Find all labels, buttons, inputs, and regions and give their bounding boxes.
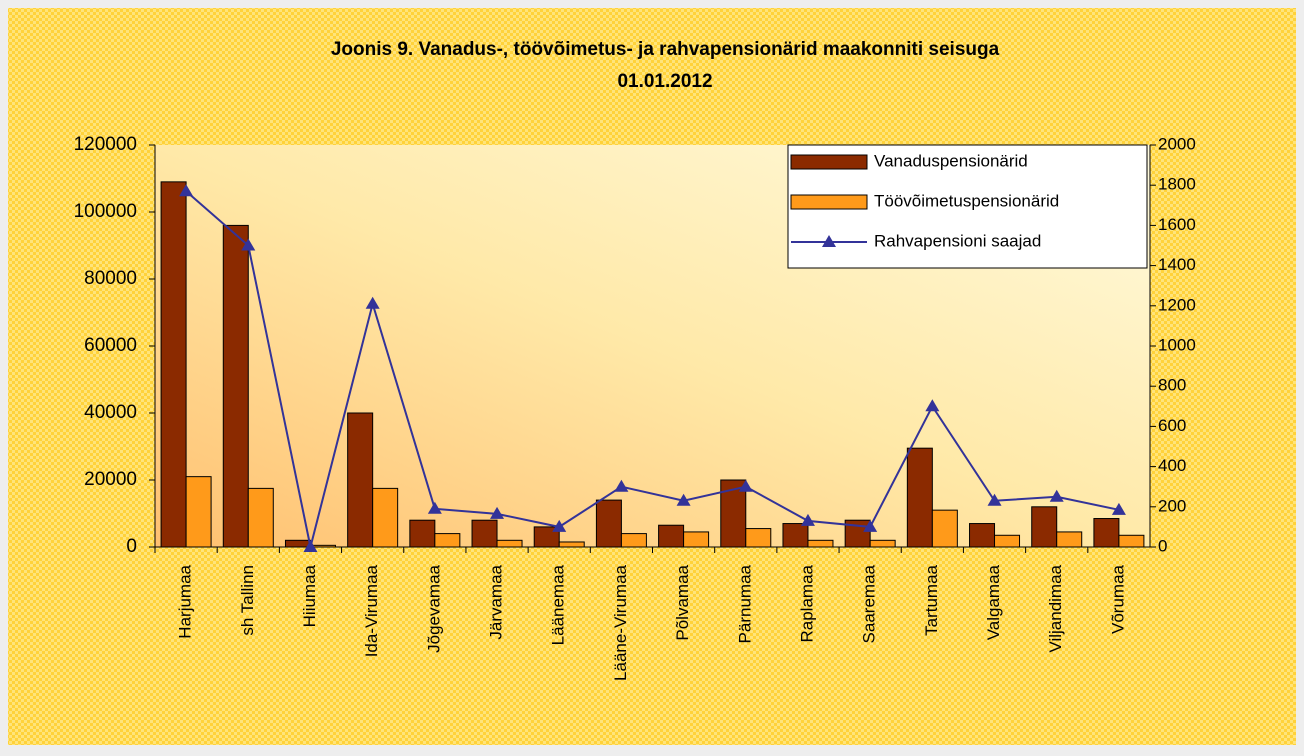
marker	[179, 184, 194, 197]
marker	[863, 519, 878, 532]
y2-tick-label: 1200	[1158, 295, 1196, 314]
bar	[869, 539, 896, 548]
x-tick-label: Saaremaa	[860, 564, 879, 643]
legend-label: Vanaduspensionärid	[874, 151, 1028, 170]
y2-tick-label: 600	[1158, 416, 1186, 435]
legend-label: Rahvapensioni saajad	[874, 231, 1041, 250]
legend-marker	[822, 235, 836, 247]
marker	[738, 479, 753, 492]
bar	[372, 487, 399, 548]
bar	[409, 519, 436, 548]
marker	[427, 501, 442, 514]
bar	[745, 528, 772, 548]
bar	[1093, 518, 1120, 548]
x-tick-label: Jõgevamaa	[424, 564, 443, 652]
marker	[614, 479, 629, 492]
bar	[185, 476, 212, 548]
bar	[658, 524, 685, 548]
bar	[471, 519, 498, 548]
y-tick-label: 80000	[84, 268, 137, 289]
bar	[595, 499, 622, 548]
bar	[247, 487, 274, 548]
y2-tick-label: 1600	[1158, 215, 1196, 234]
bar	[496, 539, 523, 548]
y2-tick-label: 1400	[1158, 255, 1196, 274]
y2-tick-label: 200	[1158, 496, 1186, 515]
marker	[490, 506, 505, 519]
x-tick-label: Tartumaa	[922, 564, 941, 635]
y-tick-label: 120000	[74, 134, 137, 155]
bar	[1031, 506, 1058, 548]
bar	[160, 181, 187, 548]
marker	[987, 493, 1002, 506]
bar	[434, 533, 461, 548]
chart-title: Joonis 9. Vanadus-, töövõimetus- ja rahv…	[331, 39, 1000, 60]
y-tick-label: 0	[126, 536, 137, 557]
bar	[782, 523, 809, 548]
y2-tick-label: 800	[1158, 376, 1186, 395]
bar	[558, 541, 585, 548]
x-tick-label: Järvamaa	[487, 564, 506, 639]
bar	[906, 447, 933, 548]
marker	[1049, 489, 1064, 502]
y-tick-label: 100000	[74, 201, 137, 222]
x-tick-label: Läänemaa	[549, 564, 568, 645]
bar	[347, 412, 374, 548]
marker	[1111, 502, 1126, 515]
x-tick-label: Raplamaa	[797, 564, 816, 642]
y2-tick-label: 1000	[1158, 335, 1196, 354]
legend-swatch	[790, 194, 868, 210]
bar	[994, 534, 1021, 548]
marker	[241, 238, 256, 251]
marker	[800, 513, 815, 526]
x-tick-label: Lääne-Virumaa	[611, 564, 630, 680]
marker	[925, 399, 940, 412]
bar	[284, 539, 311, 548]
bar	[1056, 531, 1083, 548]
y2-tick-label: 1800	[1158, 175, 1196, 194]
legend-label: Töövõimetuspensionärid	[874, 191, 1059, 210]
x-tick-label: Ida-Virumaa	[362, 564, 381, 657]
bar	[807, 539, 834, 548]
y2-tick-label: 0	[1158, 536, 1167, 555]
x-tick-label: Hiiumaa	[300, 564, 319, 627]
marker	[552, 519, 567, 532]
y2-tick-label: 400	[1158, 456, 1186, 475]
x-tick-label: Võrumaa	[1108, 564, 1127, 634]
bar	[222, 224, 249, 548]
y-tick-label: 60000	[84, 335, 137, 356]
line	[185, 190, 1120, 548]
y-tick-label: 40000	[84, 402, 137, 423]
chart-title: 01.01.2012	[617, 71, 712, 92]
bar	[931, 509, 958, 548]
legend-swatch	[790, 154, 868, 170]
x-tick-label: sh Tallinn	[238, 565, 257, 636]
bar	[683, 531, 710, 548]
x-tick-label: Pärnumaa	[735, 564, 754, 643]
bar	[620, 533, 647, 548]
x-tick-label: Harjumaa	[176, 564, 195, 638]
bar	[969, 523, 996, 548]
bar	[1118, 534, 1145, 548]
y2-tick-label: 2000	[1158, 134, 1196, 153]
marker	[676, 493, 691, 506]
x-tick-label: Viljandimaa	[1046, 564, 1065, 652]
marker	[303, 540, 318, 552]
y-tick-label: 20000	[84, 469, 137, 490]
marker	[365, 296, 380, 309]
x-tick-label: Valgamaa	[984, 564, 1003, 640]
x-tick-label: Põlvamaa	[673, 564, 692, 640]
